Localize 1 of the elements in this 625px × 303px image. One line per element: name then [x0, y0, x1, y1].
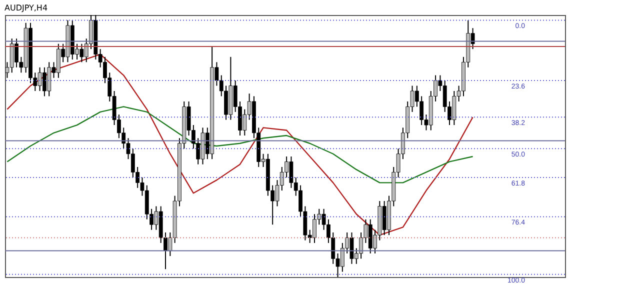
chart-title: AUDJPY,H4 [4, 4, 48, 12]
